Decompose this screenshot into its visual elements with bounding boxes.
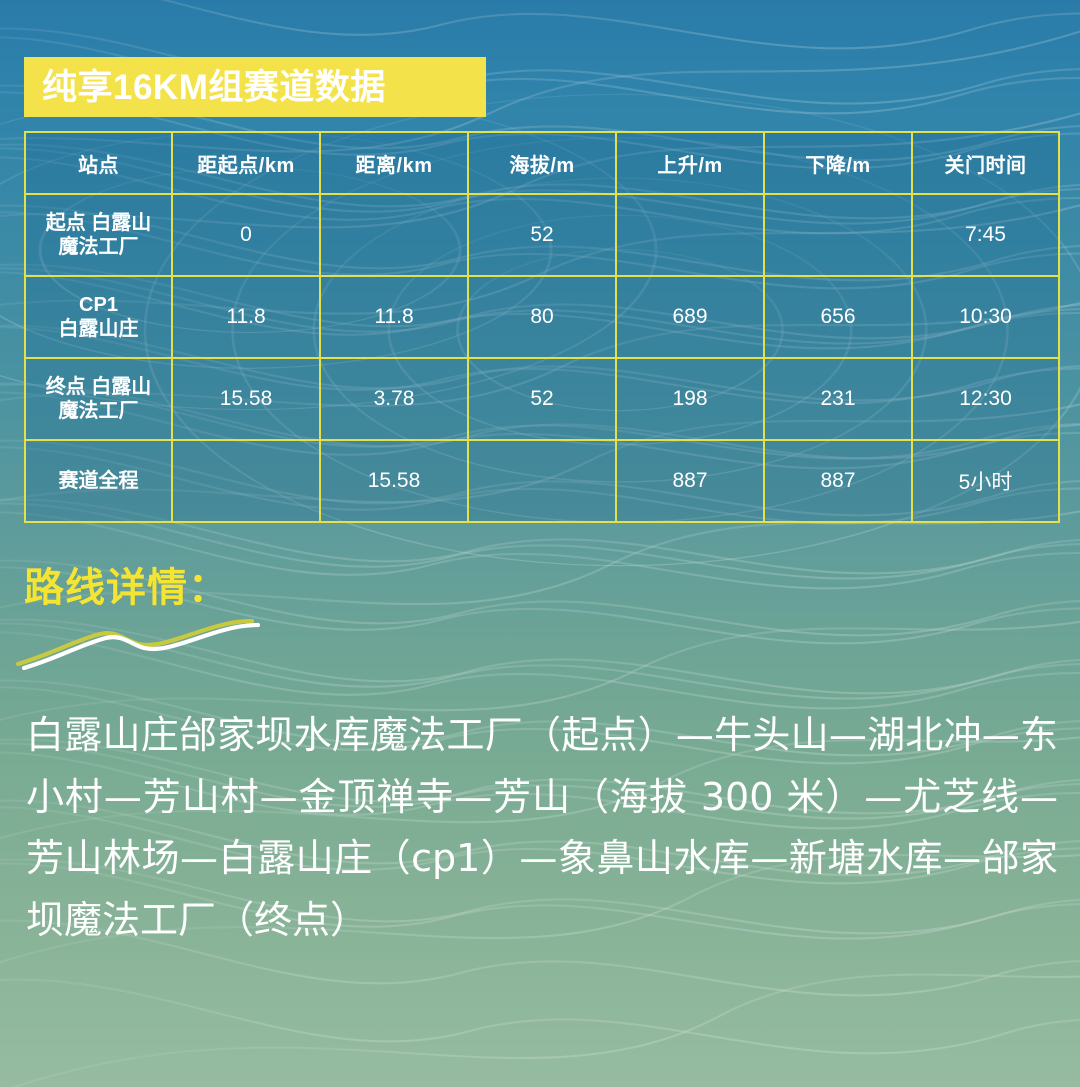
- table-header-row: 站点 距起点/km 距离/km 海拔/m 上升/m 下降/m 关门时间: [24, 131, 1060, 195]
- cell-distance: 15.58: [319, 439, 469, 523]
- cell-ascent: 198: [615, 357, 765, 441]
- cell-distance: 11.8: [319, 275, 469, 359]
- section-title-banner: 纯享16KM组赛道数据: [24, 57, 486, 117]
- cell-dist-from-start: 0: [171, 193, 321, 277]
- station-name-line1: CP1: [79, 293, 118, 316]
- cell-elevation: 80: [467, 275, 617, 359]
- cell-cutoff-time: 7:45: [911, 193, 1060, 277]
- cell-elevation: [467, 439, 617, 523]
- track-data-table: 站点 距起点/km 距离/km 海拔/m 上升/m 下降/m 关门时间 起点 白…: [24, 131, 1060, 523]
- cell-distance: [319, 193, 469, 277]
- cell-elevation: 52: [467, 193, 617, 277]
- cell-descent: 656: [763, 275, 913, 359]
- station-name-line1: 赛道全程: [58, 469, 139, 492]
- cell-cutoff-time: 12:30: [911, 357, 1060, 441]
- table-row: 赛道全程 15.58 887 887 5小时: [24, 439, 1060, 523]
- cell-station: 赛道全程: [24, 439, 173, 523]
- station-name-line1: 终点 白露山: [45, 375, 152, 398]
- cell-ascent: 887: [615, 439, 765, 523]
- column-header-dist-from-start: 距起点/km: [171, 131, 321, 195]
- station-name-line1: 起点 白露山: [45, 211, 152, 234]
- cell-ascent: [615, 193, 765, 277]
- cell-cutoff-time: 10:30: [911, 275, 1060, 359]
- station-name-line2: 魔法工厂: [58, 400, 139, 422]
- column-header-station: 站点: [24, 131, 173, 195]
- route-details-heading: 路线详情：: [24, 566, 229, 610]
- station-name-line2: 白露山庄: [58, 318, 139, 340]
- column-header-ascent: 上升/m: [615, 131, 765, 195]
- cell-station: 起点 白露山 魔法工厂: [24, 193, 173, 277]
- cell-descent: 231: [763, 357, 913, 441]
- table-row: 起点 白露山 魔法工厂 0 52 7:45: [24, 193, 1060, 277]
- column-header-descent: 下降/m: [763, 131, 913, 195]
- column-header-distance: 距离/km: [319, 131, 469, 195]
- cell-station: 终点 白露山 魔法工厂: [24, 357, 173, 441]
- column-header-elevation: 海拔/m: [467, 131, 617, 195]
- route-details-paragraph: 白露山庄邰家坝水库魔法工厂（起点）—牛头山—湖北冲—东小村—芳山村—金顶禅寺—芳…: [26, 713, 1058, 942]
- cell-station: CP1 白露山庄: [24, 275, 173, 359]
- cell-dist-from-start: [171, 439, 321, 523]
- heading-squiggle-underline-icon: [15, 618, 261, 670]
- table-row: CP1 白露山庄 11.8 11.8 80 689 656 10:30: [24, 275, 1060, 359]
- cell-ascent: 689: [615, 275, 765, 359]
- cell-distance: 3.78: [319, 357, 469, 441]
- cell-descent: 887: [763, 439, 913, 523]
- cell-elevation: 52: [467, 357, 617, 441]
- cell-cutoff-time: 5小时: [911, 439, 1060, 523]
- column-header-cutoff-time: 关门时间: [911, 131, 1060, 195]
- cell-dist-from-start: 11.8: [171, 275, 321, 359]
- cell-descent: [763, 193, 913, 277]
- cell-dist-from-start: 15.58: [171, 357, 321, 441]
- station-name-line2: 魔法工厂: [58, 236, 139, 258]
- section-title-text: 纯享16KM组赛道数据: [42, 67, 386, 107]
- table-row: 终点 白露山 魔法工厂 15.58 3.78 52 198 231 12:30: [24, 357, 1060, 441]
